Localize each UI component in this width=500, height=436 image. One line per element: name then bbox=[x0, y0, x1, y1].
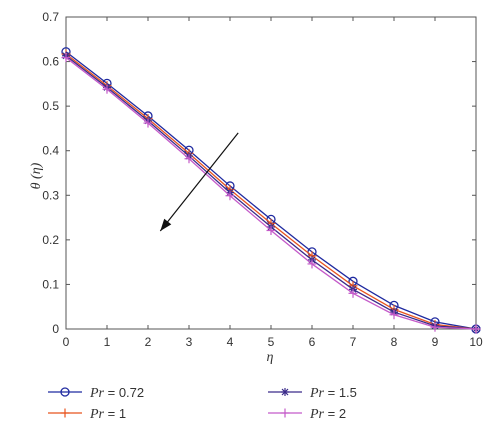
x-tick-label: 0 bbox=[63, 335, 70, 349]
data-point bbox=[389, 310, 399, 320]
legend-var: Pr bbox=[309, 386, 325, 401]
legend-var: Pr bbox=[309, 407, 325, 422]
series-line bbox=[65, 55, 477, 330]
data-point bbox=[102, 84, 112, 94]
series-line bbox=[65, 57, 477, 330]
arrow-shaft bbox=[159, 132, 239, 232]
data-point bbox=[471, 324, 481, 334]
axes: 0 1 2 3 4 5 6 7 8 9 10 0 0.1 0.2 0.3 0.4 0.5 0.6 0.7 bbox=[42, 10, 483, 349]
series-layer bbox=[61, 47, 481, 334]
x-tick-label: 6 bbox=[309, 335, 316, 349]
legend-value: = 1.5 bbox=[324, 385, 357, 400]
x-tick-label: 9 bbox=[432, 335, 439, 349]
y-tick-label: 0 bbox=[52, 322, 59, 336]
data-point bbox=[348, 288, 358, 298]
x-tick-label: 4 bbox=[227, 335, 234, 349]
y-tick-label: 0.2 bbox=[42, 233, 59, 247]
legend-item-4: Pr = 2 bbox=[268, 406, 346, 422]
legend-label: Pr = 1.5 bbox=[309, 385, 357, 401]
y-tick-label: 0.6 bbox=[42, 55, 59, 69]
data-point bbox=[225, 191, 235, 201]
legend-label: Pr = 1 bbox=[89, 406, 126, 422]
data-point bbox=[307, 259, 317, 269]
legend-item-2: Pr = 1 bbox=[48, 406, 126, 422]
legend-marker bbox=[281, 388, 289, 396]
legend-label: Pr = 2 bbox=[309, 406, 346, 422]
legend-marker bbox=[280, 408, 290, 418]
legend-item-1: Pr = 0.72 bbox=[48, 385, 144, 401]
series-line bbox=[65, 53, 477, 330]
x-tick-label: 5 bbox=[268, 335, 275, 349]
series-1 bbox=[61, 47, 481, 334]
annotation-layer bbox=[159, 132, 239, 232]
legend-var: Pr bbox=[89, 407, 105, 422]
plot-frame bbox=[65, 16, 477, 330]
data-point bbox=[184, 154, 194, 164]
y-tick-label: 0.5 bbox=[42, 99, 59, 113]
x-tick-label: 2 bbox=[145, 335, 152, 349]
x-tick-label: 1 bbox=[104, 335, 111, 349]
data-point bbox=[430, 322, 440, 332]
x-tick-label: 8 bbox=[391, 335, 398, 349]
y-tick-label: 0.3 bbox=[42, 188, 59, 202]
legend-var: Pr bbox=[89, 386, 105, 401]
x-axis-label: η bbox=[267, 350, 274, 365]
legend-value: = 0.72 bbox=[104, 385, 144, 400]
y-tick-label: 0.1 bbox=[42, 277, 59, 291]
arrow-head bbox=[160, 218, 172, 231]
y-tick-label: 0.4 bbox=[42, 144, 59, 158]
series-3 bbox=[62, 51, 480, 333]
legend-item-3: Pr = 1.5 bbox=[268, 385, 357, 401]
series-4 bbox=[61, 53, 481, 334]
legend-value: = 1 bbox=[104, 406, 126, 421]
marker-d2 bbox=[281, 388, 289, 396]
x-tick-label: 3 bbox=[186, 335, 193, 349]
data-point bbox=[61, 53, 71, 63]
data-point bbox=[143, 118, 153, 128]
series-2 bbox=[61, 49, 481, 334]
y-axis-label: θ (η) bbox=[29, 162, 44, 189]
legend-marker bbox=[60, 387, 70, 397]
y-tick-label: 0.7 bbox=[42, 10, 59, 24]
data-point bbox=[266, 225, 276, 235]
legend-marker bbox=[60, 408, 70, 418]
series-line bbox=[65, 51, 477, 330]
x-tick-label: 10 bbox=[469, 335, 483, 349]
legend-label: Pr = 0.72 bbox=[89, 385, 144, 401]
legend-value: = 2 bbox=[324, 406, 346, 421]
x-tick-label: 7 bbox=[350, 335, 357, 349]
